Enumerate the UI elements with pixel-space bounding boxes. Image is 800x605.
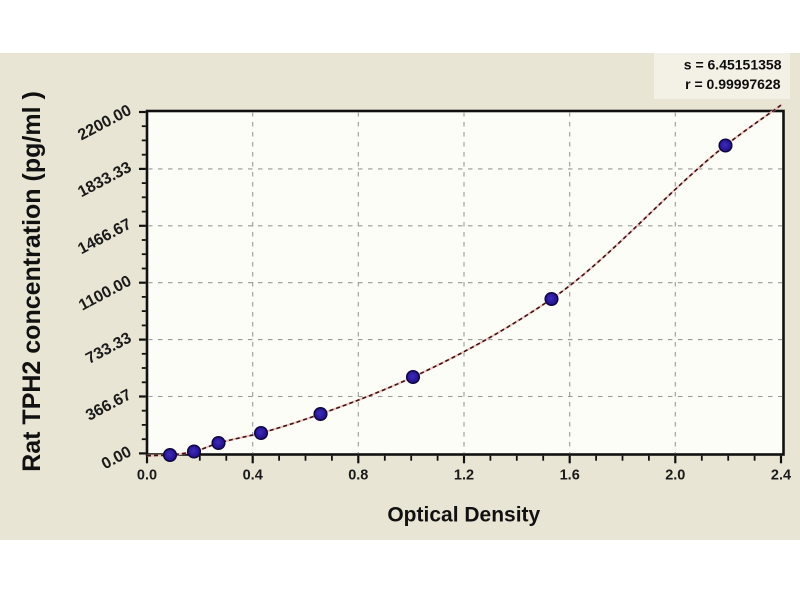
svg-text:0.0: 0.0 [137,468,157,484]
svg-text:0.4: 0.4 [243,468,263,484]
svg-text:0.8: 0.8 [348,468,368,484]
svg-text:1.2: 1.2 [454,468,474,484]
svg-text:2.0: 2.0 [665,468,685,484]
svg-text:r = 0.99997628: r = 0.99997628 [685,76,781,92]
svg-text:Rat TPH2 concentration (pg/ml: Rat TPH2 concentration (pg/ml ) [18,91,46,472]
svg-text:2.4: 2.4 [771,468,791,484]
svg-text:Optical Density: Optical Density [387,504,540,527]
svg-text:1.6: 1.6 [560,468,580,484]
svg-text:s = 6.45151358: s = 6.45151358 [684,57,782,73]
